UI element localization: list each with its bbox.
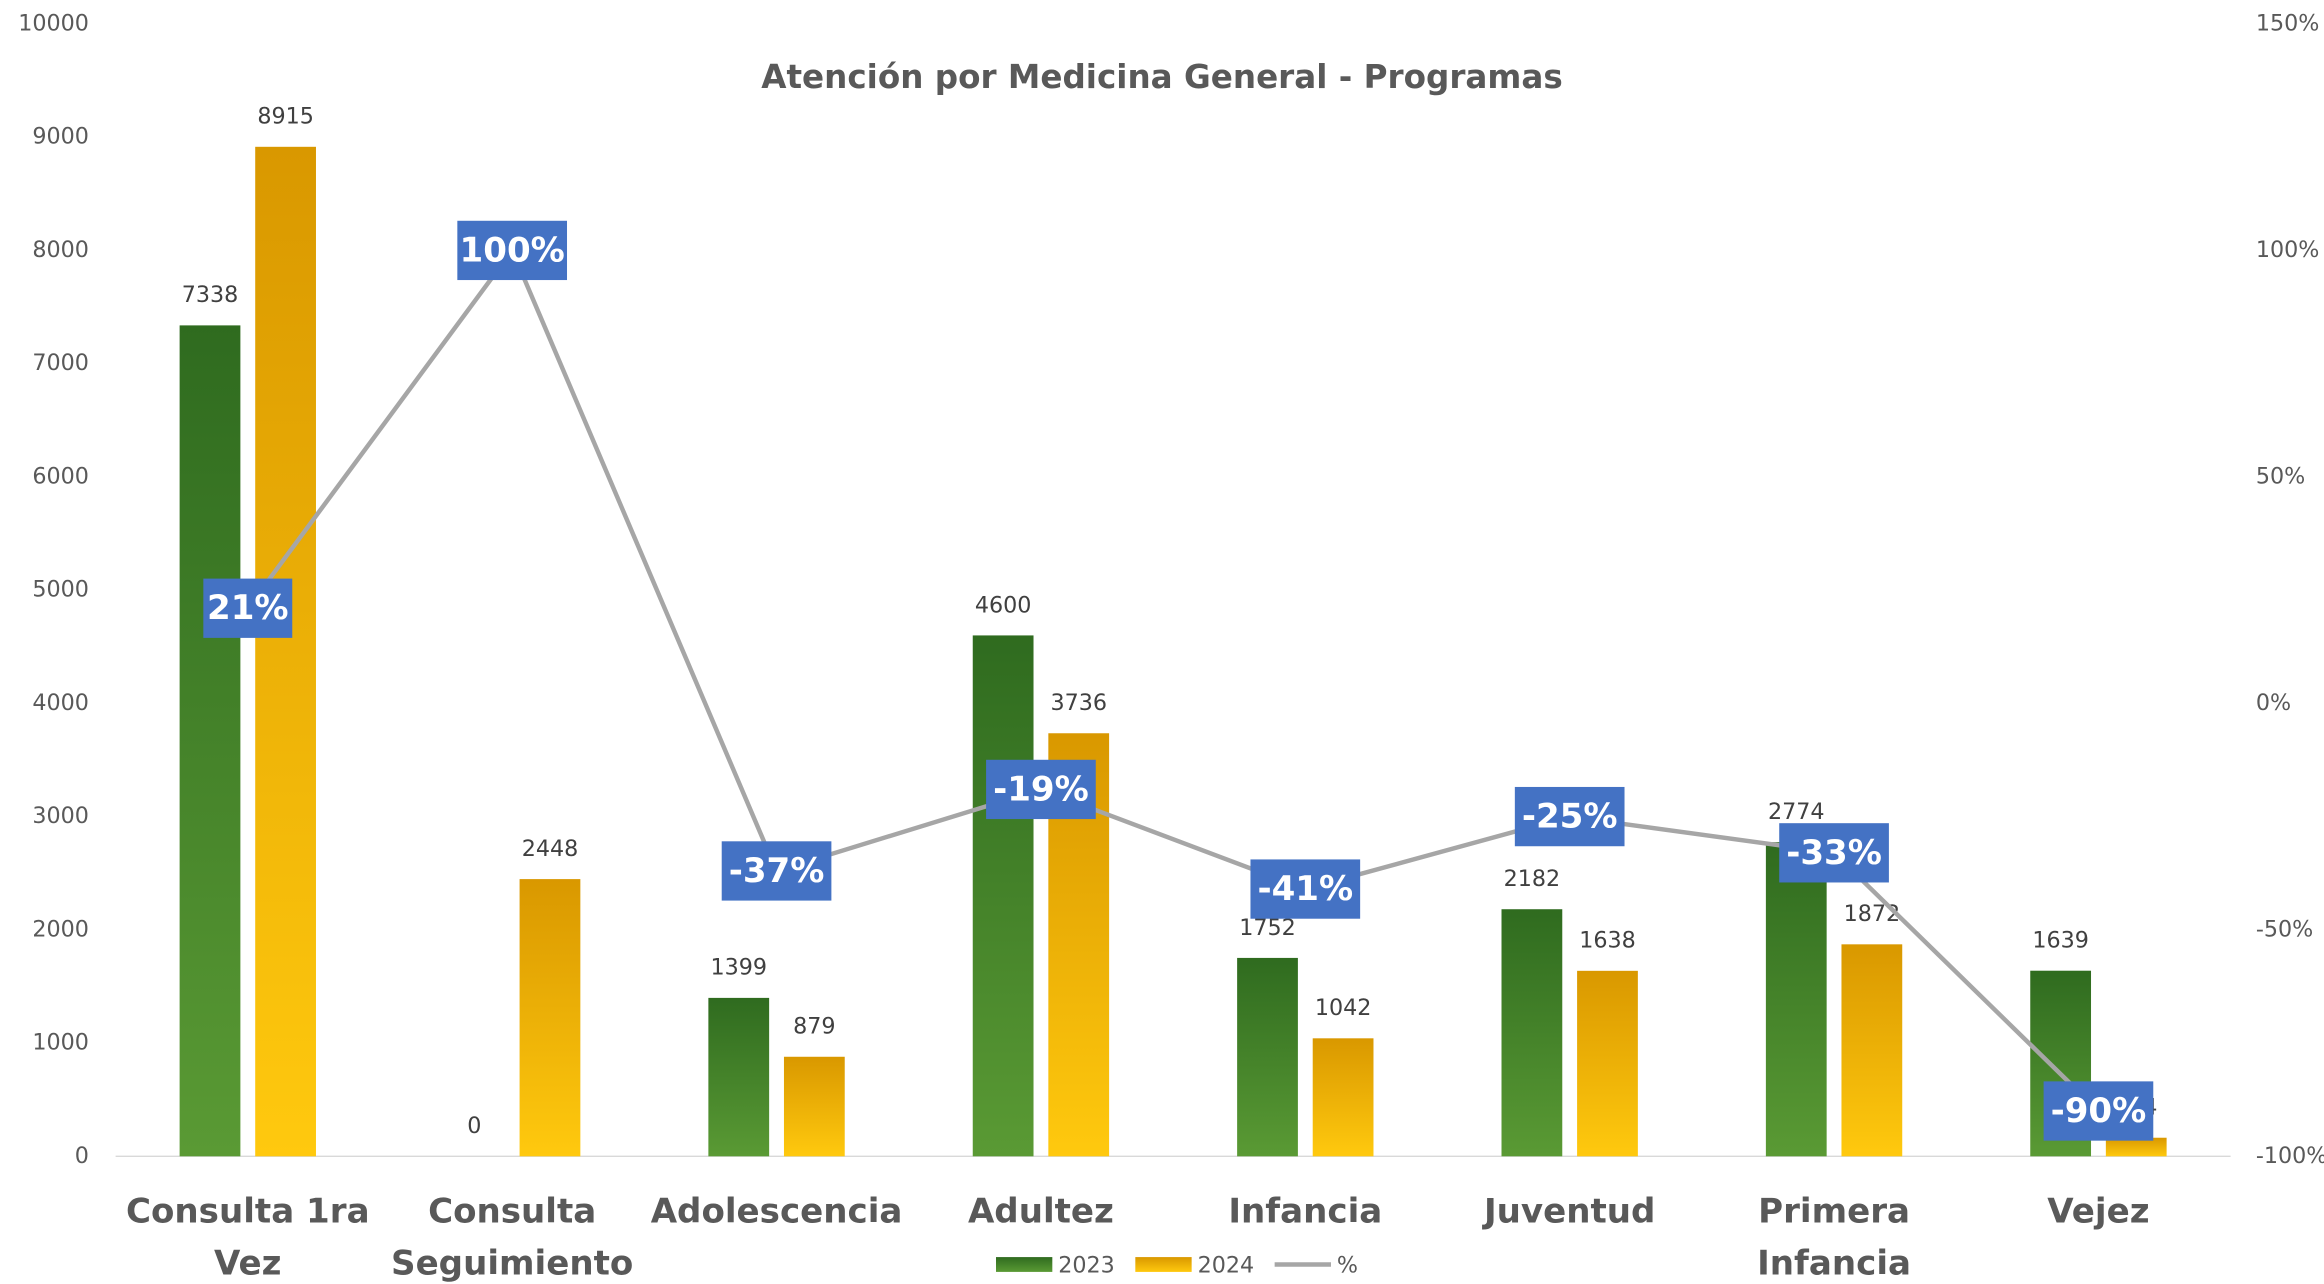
legend-label: 2023 [1058,1252,1115,1278]
data-label: 2182 [1504,866,1561,892]
x-tick-label: Consulta Seguimiento [391,1191,633,1283]
bar [708,997,770,1157]
data-label: 7338 [182,282,239,308]
x-tick-label: Vejez [2047,1191,2149,1231]
y-tick-label: 2000 [32,916,89,942]
data-label: -90% [2051,1091,2147,1131]
legend-label: % [1337,1252,1358,1278]
y-tick-label: 10000 [18,10,89,36]
legend-label: 2024 [1198,1252,1255,1278]
data-label: -41% [1257,869,1353,909]
data-label: 4600 [975,592,1032,618]
x-tick-label: Primera Infancia [1757,1191,1911,1283]
data-label: -25% [1522,797,1618,837]
x-tick-label: Adultez [968,1191,1114,1231]
bar [1577,970,1638,1157]
data-label: 1042 [1315,995,1372,1021]
x-tick-label: Adolescencia [651,1191,903,1231]
bar [179,325,241,1157]
data-label: 100% [460,230,565,270]
data-label: 1872 [1844,901,1901,927]
label-box [1514,786,1625,847]
bar [783,1056,845,1157]
legend-swatch [1135,1257,1192,1272]
label-box [1779,823,1889,883]
data-label: -37% [729,851,825,891]
bar [1237,957,1298,1157]
y2-tick-label: -50% [2256,916,2313,942]
y2-tick-label: -100% [2256,1143,2324,1169]
label-box [203,578,293,638]
legend-swatch [996,1257,1053,1272]
data-label: 2448 [522,836,579,862]
bar [1841,944,1903,1157]
y-tick-label: 9000 [32,124,89,150]
data-label: 1752 [1239,915,1296,941]
label-box [721,841,832,901]
chart-title: Atención por Medicina General - Programa… [761,58,1563,96]
data-label: -33% [1786,833,1882,873]
label-box [2043,1081,2154,1141]
bar [1501,909,1563,1157]
data-label: 1638 [1579,928,1636,954]
y-tick-label: 6000 [32,463,89,489]
bar [1765,842,1827,1157]
x-tick-label: Consulta 1ra Vez [126,1191,370,1283]
label-box [1250,859,1361,919]
bar [2105,1137,2167,1157]
y2-tick-label: 0% [2256,690,2291,716]
data-label: 879 [793,1014,835,1040]
y-tick-label: 3000 [32,803,89,829]
data-label: 21% [207,588,289,628]
data-label: 2774 [1768,799,1825,825]
y-tick-label: 7000 [32,350,89,376]
x-tick-label: Juventud [1482,1191,1655,1231]
bar [972,635,1034,1157]
y-tick-label: 8000 [32,237,89,263]
data-label: 1639 [2032,928,2089,954]
label-box [457,220,568,281]
bar [519,879,581,1157]
y-tick-label: 5000 [32,577,89,603]
label-box [986,759,1096,820]
data-label: 8915 [257,104,314,130]
x-tick-label: Infancia [1228,1191,1382,1231]
data-label: -19% [993,769,1089,809]
bar [1312,1038,1374,1157]
bar [255,146,316,1157]
data-label: 0 [467,1113,481,1139]
data-label: 1399 [710,955,767,981]
y2-tick-label: 150% [2256,10,2320,36]
y-tick-label: 1000 [32,1030,89,1056]
y2-tick-label: 100% [2256,237,2320,263]
y-tick-label: 0 [75,1143,89,1169]
data-label: 3736 [1050,690,1107,716]
y2-tick-label: 50% [2256,463,2305,489]
y-tick-label: 4000 [32,690,89,716]
